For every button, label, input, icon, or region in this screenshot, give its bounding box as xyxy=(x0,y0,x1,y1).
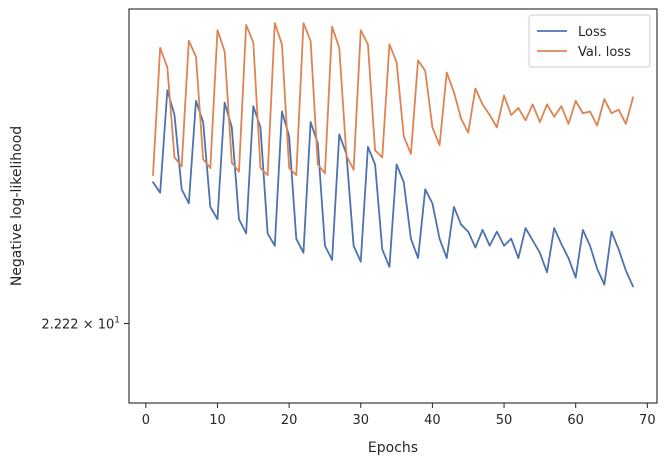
legend: Loss Val. loss xyxy=(528,14,651,68)
x-tick-label: 30 xyxy=(352,413,369,428)
x-tick-label: 0 xyxy=(142,413,150,428)
series-line-loss xyxy=(152,89,634,288)
series-line-val-loss xyxy=(152,22,634,176)
legend-box xyxy=(528,14,651,68)
x-axis-ticks: 0 10 20 30 40 50 60 70 xyxy=(142,403,656,428)
legend-label-val-loss: Val. loss xyxy=(578,45,631,60)
x-tick-label: 10 xyxy=(209,413,226,428)
x-tick-label: 50 xyxy=(496,413,513,428)
legend-label-loss: Loss xyxy=(578,25,607,40)
x-tick-label: 60 xyxy=(567,413,584,428)
series-layer xyxy=(152,22,634,288)
plot-frame xyxy=(128,8,658,404)
y-axis-ticks: 2.222 × 1012.224 × 1012.226 × 1012.228 ×… xyxy=(41,315,129,332)
x-tick-label: 40 xyxy=(424,413,441,428)
y-tick-label: 2.222 × 101 xyxy=(41,315,120,332)
y-axis-label: Negative log-likelihood xyxy=(9,126,25,286)
x-tick-label: 20 xyxy=(281,413,298,428)
x-tick-label: 70 xyxy=(639,413,656,428)
x-axis-label: Epochs xyxy=(368,440,418,456)
